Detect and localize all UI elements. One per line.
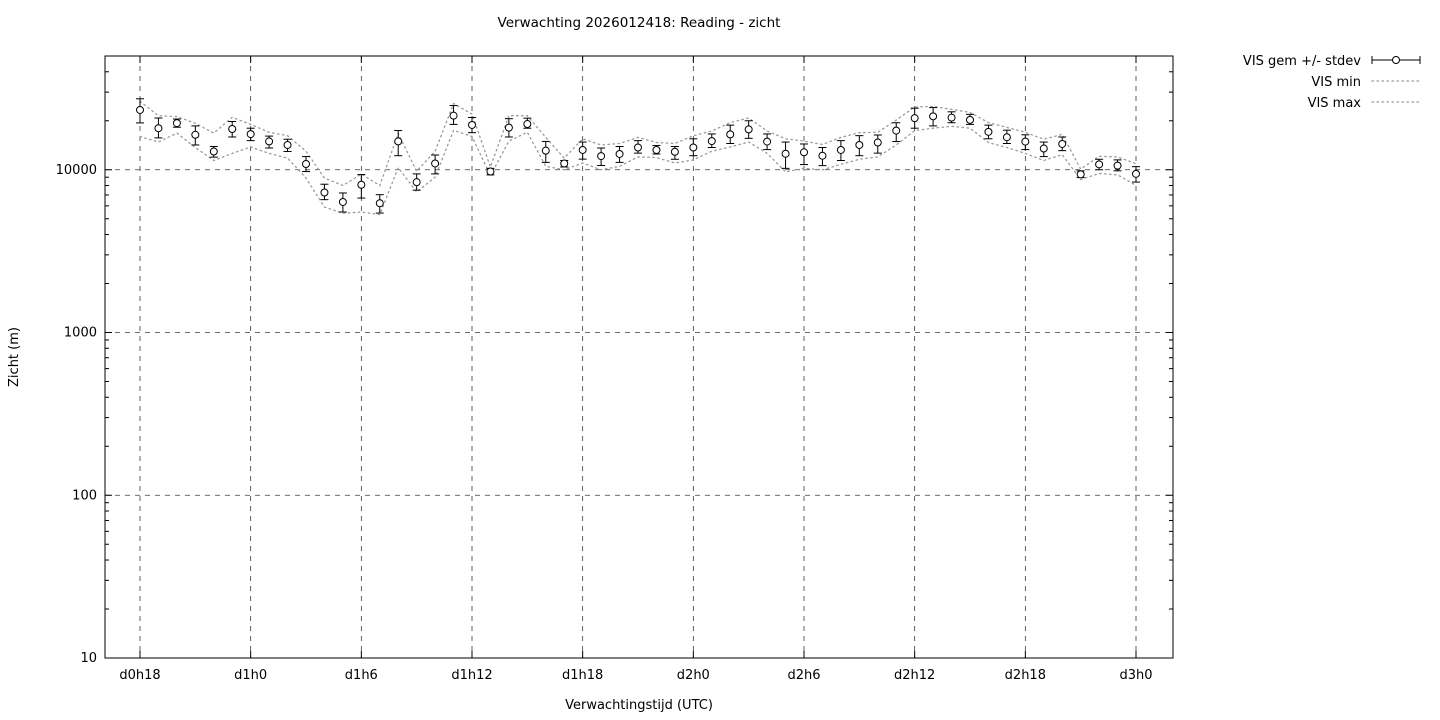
data-point <box>449 111 458 120</box>
plot-border <box>104 55 1174 659</box>
data-point <box>228 125 237 134</box>
data-point <box>431 159 440 168</box>
data-point <box>763 137 772 146</box>
data-point <box>283 140 292 149</box>
x-tick-label: d1h18 <box>562 668 603 683</box>
chart-title: Verwachting 2026012418: Reading - zicht <box>498 15 781 31</box>
x-tick-label: d2h12 <box>894 668 935 683</box>
data-point <box>578 145 587 154</box>
data-point <box>689 143 698 152</box>
data-point <box>726 130 735 139</box>
y-tick-label: 10000 <box>56 163 97 178</box>
data-point <box>246 130 255 139</box>
data-point <box>172 119 181 128</box>
data-point <box>541 146 550 155</box>
data-point <box>744 125 753 134</box>
data-point <box>818 151 827 160</box>
data-point <box>800 148 808 157</box>
data-point <box>707 137 716 146</box>
y-tick-label: 100 <box>72 488 97 503</box>
vis-mean-errorbars <box>136 98 1140 214</box>
data-point <box>523 120 532 129</box>
legend-row-max: VIS max <box>1308 96 1421 111</box>
data-point <box>394 137 403 146</box>
data-point <box>504 123 513 132</box>
data-point <box>357 180 366 189</box>
data-point <box>597 152 606 161</box>
data-point <box>1095 160 1104 169</box>
data-point <box>412 178 421 187</box>
data-point <box>375 199 384 208</box>
y-tick-label: 1000 <box>64 326 97 341</box>
vis-max-line <box>139 100 1137 187</box>
data-point <box>929 112 938 121</box>
data-point <box>1058 139 1067 148</box>
data-point <box>855 140 864 149</box>
data-point <box>984 127 993 136</box>
x-tick-label: d1h6 <box>345 668 378 683</box>
legend-row-mean: VIS gem +/- stdev <box>1243 54 1421 69</box>
legend-label-vis-min: VIS min <box>1311 75 1361 90</box>
data-point <box>320 188 329 197</box>
data-point <box>1002 133 1011 142</box>
x-tick-label: d3h0 <box>1119 668 1152 683</box>
data-point <box>154 124 163 133</box>
data-point <box>486 167 495 176</box>
x-tick-label: d2h6 <box>787 668 820 683</box>
data-point <box>468 120 476 129</box>
data-point <box>209 147 218 156</box>
data-point <box>265 137 274 146</box>
data-point <box>302 159 310 168</box>
data-point <box>947 113 956 122</box>
x-tick-label: d1h12 <box>451 668 492 683</box>
errorbar-sample-icon <box>1371 56 1421 64</box>
data-point <box>966 115 974 124</box>
tick-labels: d0h18 d1h0 d1h6 d1h12 d1h18 d2h0 d2h6 d2h12 d2h1… <box>56 163 1153 683</box>
legend-row-min: VIS min <box>1311 75 1421 90</box>
x-tick-label: d0h18 <box>119 668 160 683</box>
data-point <box>1021 137 1030 146</box>
x-axis-title: Verwachtingstijd (UTC) <box>565 698 713 713</box>
data-point <box>781 149 790 158</box>
data-point <box>670 147 679 156</box>
x-tick-label: d2h0 <box>677 668 710 683</box>
data-point <box>634 143 642 152</box>
x-tick-label: d2h18 <box>1005 668 1046 683</box>
y-tick-label: 10 <box>80 651 97 666</box>
data-point <box>1076 170 1085 179</box>
axis-ticks <box>105 56 1173 659</box>
data-point <box>873 138 882 147</box>
data-point <box>910 114 919 123</box>
data-point <box>338 197 347 206</box>
legend-label-vis-max: VIS max <box>1308 96 1362 111</box>
vis-minmax-envelopes <box>139 100 1137 216</box>
data-point <box>1039 144 1048 153</box>
vis-min-line <box>139 125 1137 216</box>
data-point <box>1132 169 1140 178</box>
data-point <box>191 130 200 139</box>
data-point <box>836 145 845 154</box>
data-point <box>560 159 569 168</box>
y-axis-title: Zicht (m) <box>7 327 22 387</box>
plot-area: d0h18 d1h0 d1h6 d1h12 d1h18 d2h0 d2h6 d2h12 d2h1… <box>56 55 1174 683</box>
data-point <box>892 126 901 135</box>
legend: VIS gem +/- stdev VIS min VIS max <box>1243 54 1421 111</box>
data-point <box>1113 161 1122 170</box>
data-point <box>615 149 624 158</box>
gridlines <box>105 56 1173 658</box>
data-point <box>652 145 661 154</box>
legend-label-vis-gem: VIS gem +/- stdev <box>1243 54 1361 69</box>
x-tick-label: d1h0 <box>234 668 267 683</box>
data-point <box>136 105 144 114</box>
